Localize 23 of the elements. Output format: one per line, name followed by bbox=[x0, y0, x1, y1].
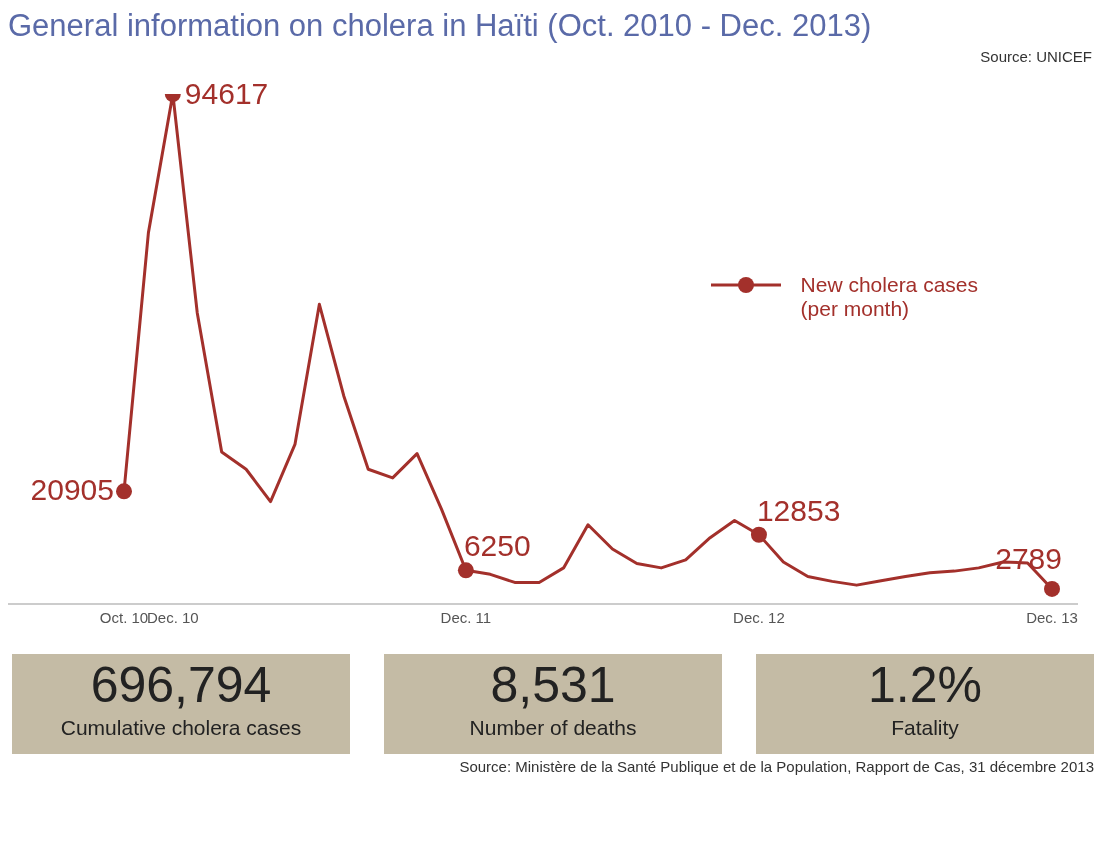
source-note: Source: UNICEF bbox=[980, 48, 1092, 65]
data-label: 12853 bbox=[756, 493, 841, 527]
category-label: Number of deaths bbox=[468, 716, 638, 740]
source-note: Source: Ministère de la Santé Publique et de la Population, Rapport de Cas, 31 décembre 2013 bbox=[458, 758, 1095, 775]
point bbox=[750, 526, 767, 543]
category-label: Fatality bbox=[890, 716, 960, 740]
point bbox=[116, 483, 132, 500]
x-tick-label: Dec. 11 bbox=[440, 608, 492, 626]
x-tick-label: Dec. 12 bbox=[733, 608, 785, 626]
category-label: Cumulative cholera cases bbox=[59, 716, 303, 740]
data-label: 20905 bbox=[30, 473, 114, 507]
text: 8,531 bbox=[490, 657, 616, 713]
text: 1.2% bbox=[868, 657, 982, 713]
legend-label: New cholera cases (per month) bbox=[800, 273, 978, 321]
point bbox=[1044, 580, 1060, 597]
data-label: 6250 bbox=[463, 529, 531, 563]
x-tick-label: Dec. 13 bbox=[1026, 608, 1078, 626]
data-label: 2789 bbox=[995, 541, 1062, 575]
data-label: 94617 bbox=[184, 77, 269, 110]
point bbox=[457, 562, 474, 579]
x-tick-label: Oct. 10 bbox=[99, 608, 149, 626]
text: 696,794 bbox=[90, 657, 272, 713]
chart-title: General information on cholera in Haïti (Oct. 2010 - Dec. 2013) bbox=[8, 8, 873, 44]
